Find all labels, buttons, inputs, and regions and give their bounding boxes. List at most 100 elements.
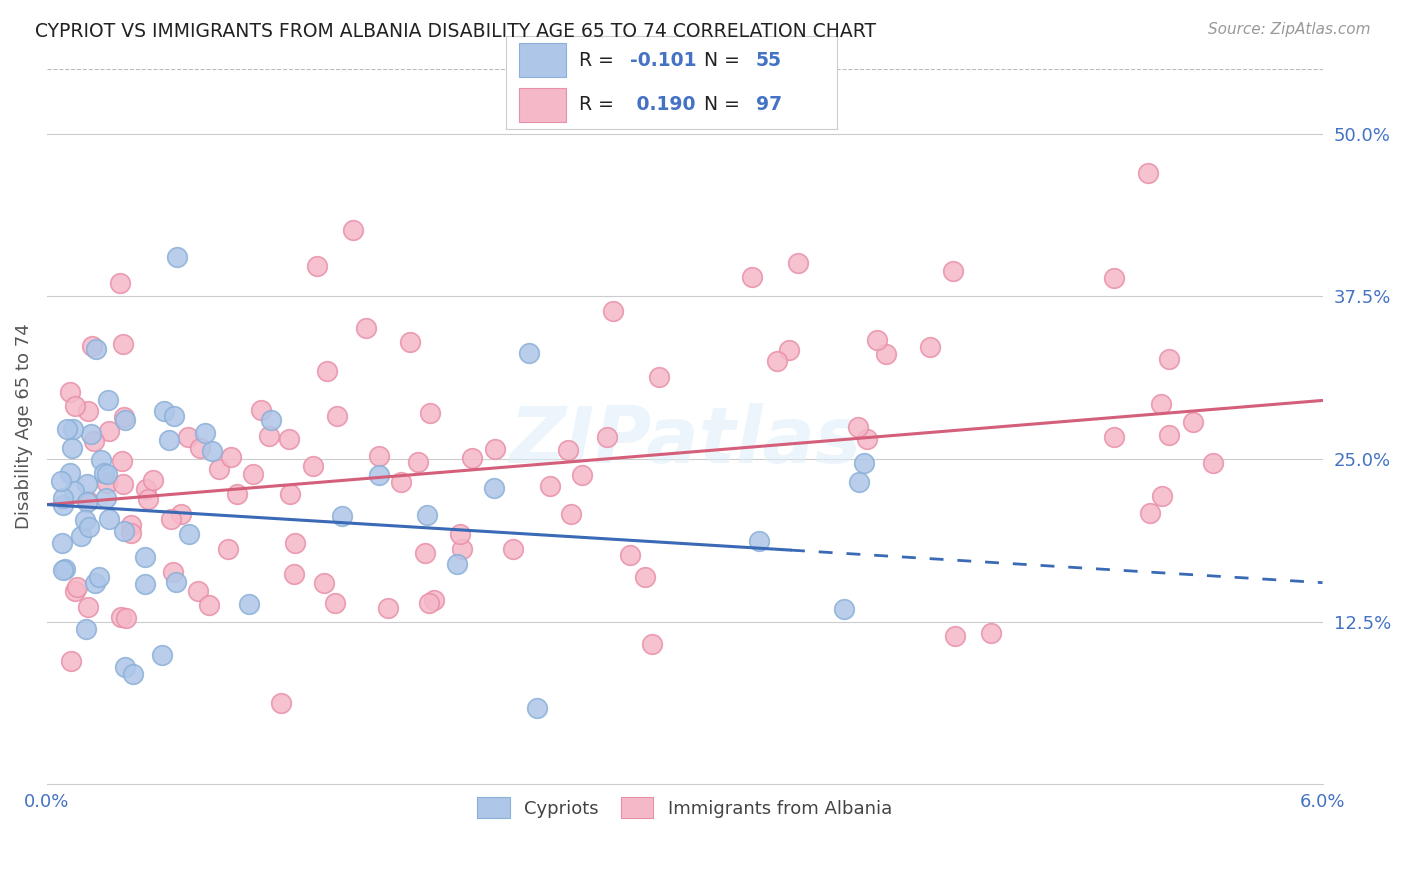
Point xyxy=(848,420,870,434)
Point xyxy=(602,303,624,318)
Point xyxy=(367,467,389,482)
Text: 97: 97 xyxy=(755,95,782,114)
Point xyxy=(112,409,135,424)
Point xyxy=(741,270,763,285)
Point xyxy=(150,648,173,662)
Point xyxy=(423,592,446,607)
Point xyxy=(188,442,211,456)
Point xyxy=(557,443,579,458)
Point xyxy=(53,562,76,576)
Point xyxy=(108,277,131,291)
Point xyxy=(87,570,110,584)
Bar xyxy=(519,43,565,77)
Point xyxy=(1149,396,1171,410)
Point xyxy=(648,369,671,384)
Point xyxy=(134,550,156,565)
Point xyxy=(1157,428,1180,442)
Point xyxy=(942,264,965,278)
Point xyxy=(367,450,389,464)
Point xyxy=(90,453,112,467)
Point xyxy=(314,576,336,591)
Point xyxy=(201,443,224,458)
Point xyxy=(51,536,73,550)
Point xyxy=(778,343,800,357)
Point xyxy=(60,654,83,668)
Point xyxy=(166,251,188,265)
Point xyxy=(449,527,471,541)
Point xyxy=(80,426,103,441)
Point xyxy=(278,432,301,446)
Point xyxy=(110,609,132,624)
Point xyxy=(77,494,100,508)
Point xyxy=(461,450,484,465)
Point xyxy=(120,526,142,541)
Text: N =: N = xyxy=(704,51,747,70)
Point xyxy=(619,548,641,562)
Point xyxy=(162,565,184,579)
Point xyxy=(943,629,966,643)
Text: 55: 55 xyxy=(755,51,782,70)
Point xyxy=(377,600,399,615)
Point xyxy=(257,429,280,443)
Point xyxy=(238,597,260,611)
Point xyxy=(865,333,887,347)
Point xyxy=(136,491,159,506)
Point xyxy=(56,422,79,436)
Point xyxy=(641,637,664,651)
Point xyxy=(748,534,770,549)
Point xyxy=(59,384,82,399)
Point xyxy=(278,486,301,500)
Point xyxy=(97,392,120,407)
Point xyxy=(194,426,217,441)
Point xyxy=(93,466,115,480)
Point xyxy=(595,430,617,444)
Point xyxy=(834,601,856,615)
Point xyxy=(84,343,107,357)
Point xyxy=(112,524,135,539)
Point xyxy=(1202,456,1225,470)
Point xyxy=(980,625,1002,640)
Point xyxy=(270,696,292,710)
Text: R =: R = xyxy=(579,95,620,114)
Point xyxy=(83,575,105,590)
Text: -0.101: -0.101 xyxy=(630,51,696,70)
Point xyxy=(51,498,73,512)
Point xyxy=(316,364,339,378)
Point xyxy=(120,517,142,532)
Point xyxy=(326,409,349,423)
Point xyxy=(260,413,283,427)
Text: ZIPatlas: ZIPatlas xyxy=(509,403,860,479)
Point xyxy=(112,336,135,351)
Point xyxy=(330,509,353,524)
Point xyxy=(76,476,98,491)
Point xyxy=(49,474,72,488)
Point xyxy=(301,458,323,473)
Point xyxy=(97,512,120,526)
Point xyxy=(83,434,105,448)
Text: Source: ZipAtlas.com: Source: ZipAtlas.com xyxy=(1208,22,1371,37)
Point xyxy=(1136,166,1159,180)
Point xyxy=(165,575,187,590)
Point xyxy=(63,399,86,413)
Point xyxy=(526,701,548,715)
Point xyxy=(62,422,84,436)
Point xyxy=(198,598,221,612)
Text: N =: N = xyxy=(704,95,747,114)
Point xyxy=(221,450,243,465)
Point xyxy=(787,256,810,270)
Point xyxy=(170,507,193,521)
Point xyxy=(446,557,468,571)
Point xyxy=(1102,270,1125,285)
Point xyxy=(633,570,655,584)
Point xyxy=(177,430,200,444)
Point xyxy=(52,491,75,506)
Point xyxy=(406,455,429,469)
Point xyxy=(855,432,877,446)
Point xyxy=(283,566,305,581)
Point xyxy=(415,546,437,560)
Point xyxy=(484,442,506,456)
Point xyxy=(342,223,364,237)
Point xyxy=(163,409,186,424)
Point xyxy=(305,259,328,273)
Point xyxy=(75,622,97,636)
